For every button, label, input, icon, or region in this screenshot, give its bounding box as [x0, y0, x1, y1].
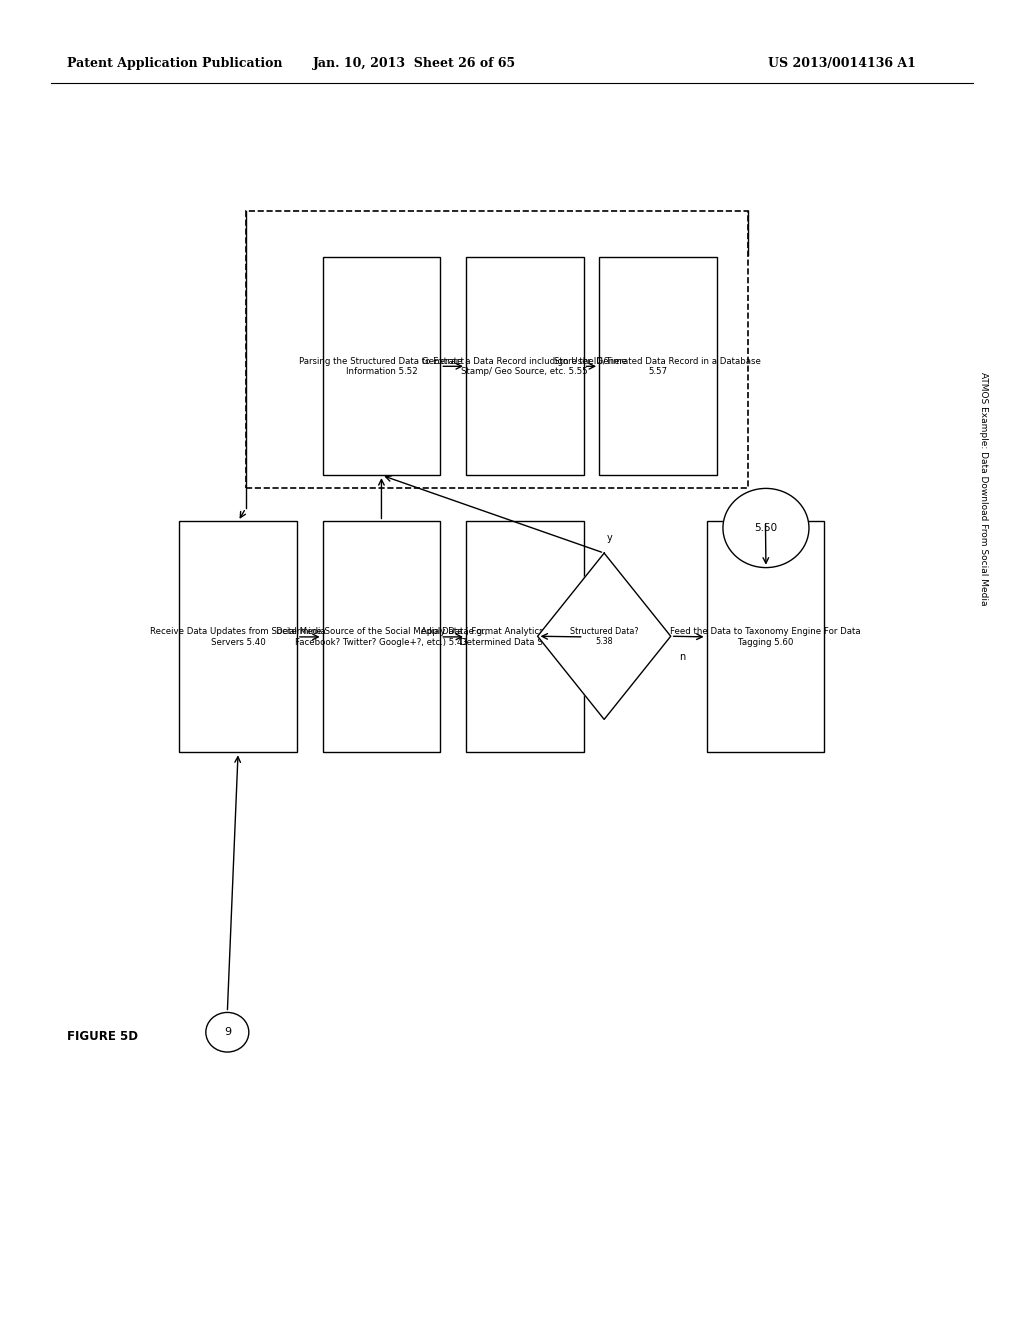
Text: Structured Data?
5.38: Structured Data? 5.38	[569, 627, 639, 645]
Text: Patent Application Publication: Patent Application Publication	[67, 57, 282, 70]
Text: n: n	[679, 652, 685, 663]
Text: Feed the Data to Taxonomy Engine For Data
Tagging 5.60: Feed the Data to Taxonomy Engine For Dat…	[670, 627, 861, 647]
FancyBboxPatch shape	[323, 257, 440, 475]
Text: Parsing the Structured Data to Extract
Information 5.52: Parsing the Structured Data to Extract I…	[299, 356, 464, 376]
FancyBboxPatch shape	[323, 521, 440, 752]
Text: Jan. 10, 2013  Sheet 26 of 65: Jan. 10, 2013 Sheet 26 of 65	[313, 57, 516, 70]
FancyBboxPatch shape	[179, 521, 297, 752]
FancyBboxPatch shape	[466, 521, 584, 752]
Text: Determine Source of the Social Media Data (e.g.,
Facebook? Twitter? Google+?, et: Determine Source of the Social Media Dat…	[275, 627, 487, 647]
Polygon shape	[538, 553, 671, 719]
FancyBboxPatch shape	[466, 257, 584, 475]
FancyBboxPatch shape	[707, 521, 824, 752]
Text: US 2013/0014136 A1: US 2013/0014136 A1	[768, 57, 915, 70]
Text: Store the Generated Data Record in a Database
5.57: Store the Generated Data Record in a Dat…	[554, 356, 762, 376]
Text: Apply Data Format Analytics Rules based on the
Determined Data Source 5.45: Apply Data Format Analytics Rules based …	[421, 627, 629, 647]
Text: FIGURE 5D: FIGURE 5D	[67, 1030, 137, 1043]
Text: ATMOS Example: Data Download From Social Media: ATMOS Example: Data Download From Social…	[979, 372, 987, 605]
Text: Receive Data Updates from Social Media
Servers 5.40: Receive Data Updates from Social Media S…	[151, 627, 326, 647]
Text: 9: 9	[224, 1027, 230, 1038]
Text: Generate a Data Record includign User ID/Time
Stamp/ Geo Source, etc. 5.55: Generate a Data Record includign User ID…	[422, 356, 628, 376]
FancyBboxPatch shape	[599, 257, 717, 475]
Text: y: y	[606, 532, 612, 543]
Ellipse shape	[723, 488, 809, 568]
Text: 5.50: 5.50	[755, 523, 777, 533]
Ellipse shape	[206, 1012, 249, 1052]
